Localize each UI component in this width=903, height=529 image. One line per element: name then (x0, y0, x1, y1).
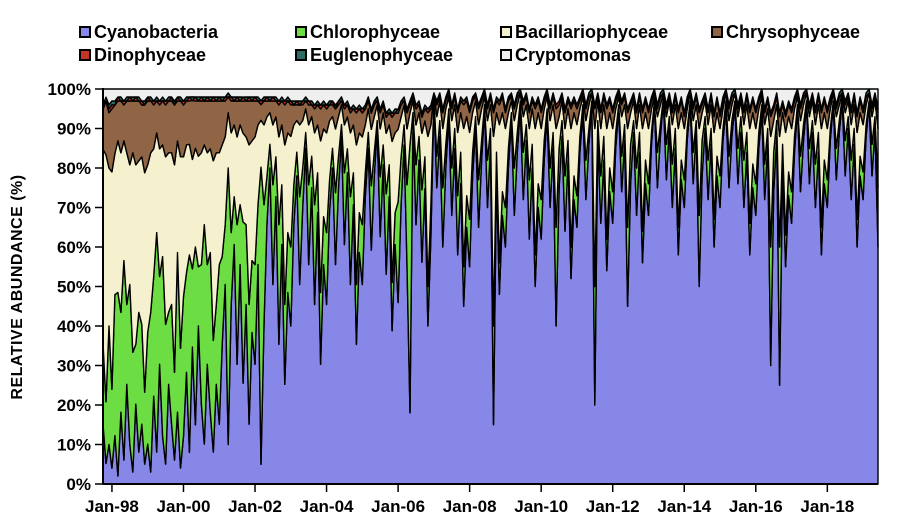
bacillariophyceae-swatch-icon (500, 26, 512, 38)
x-tick-label: Jan-12 (586, 497, 640, 516)
plot-area (102, 88, 879, 485)
y-tick-label: 0% (66, 475, 91, 494)
legend-item-cryptomonas: Cryptomonas (500, 44, 632, 65)
legend-item-euglenophyceae: Euglenophyceae (295, 44, 454, 65)
x-tick-label: Jan-04 (300, 497, 354, 516)
series-cryptomonas (102, 88, 879, 114)
legend-label: Cryptomonas (515, 44, 632, 65)
legend-label: Chrysophyceae (726, 21, 861, 42)
legend-label: Cyanobacteria (94, 21, 219, 42)
legend-label: Bacillariophyceae (515, 21, 669, 42)
legend-label: Euglenophyceae (310, 44, 454, 65)
legend-item-dinophyceae: Dinophyceae (79, 44, 207, 65)
y-tick-label: 50% (57, 278, 91, 297)
legend-item-chlorophyceae: Chlorophyceae (295, 21, 441, 42)
x-tick-label: Jan-98 (85, 497, 139, 516)
x-tick-label: Jan-18 (800, 497, 854, 516)
x-tick-label: Jan-10 (514, 497, 568, 516)
chrysophyceae-swatch-icon (711, 26, 723, 38)
y-tick-label: 70% (57, 199, 91, 218)
chlorophyceae-swatch-icon (295, 26, 307, 38)
euglenophyceae-swatch-icon (295, 49, 307, 61)
y-tick-label: 10% (57, 436, 91, 455)
x-tick-label: Jan-00 (157, 497, 211, 516)
legend-label: Dinophyceae (94, 44, 207, 65)
axes: 0% 10% 20% 30% 40% 50% 60% 70% 80% 90% 100% Jan-98 J… (48, 80, 878, 516)
legend-label: Chlorophyceae (310, 21, 441, 42)
y-tick-label: 20% (57, 396, 91, 415)
y-tick-label: 80% (57, 159, 91, 178)
y-tick-label: 90% (57, 120, 91, 139)
y-tick-label: 30% (57, 357, 91, 376)
cryptomonas-swatch-icon (500, 49, 512, 61)
legend-item-bacillariophyceae: Bacillariophyceae (500, 21, 669, 42)
x-tick-label: Jan-08 (443, 497, 497, 516)
x-tick-label: Jan-14 (657, 497, 711, 516)
y-axis-title: RELATIVE ABUNDANCE (%) (9, 174, 26, 399)
x-tick-label: Jan-16 (729, 497, 783, 516)
legend-item-chrysophyceae: Chrysophyceae (711, 21, 861, 42)
y-tick-label: 60% (57, 238, 91, 257)
legend-item-cyanobacteria: Cyanobacteria (79, 21, 219, 42)
cyanobacteria-swatch-icon (79, 26, 91, 38)
y-tick-label: 40% (57, 317, 91, 336)
dinophyceae-swatch-icon (79, 49, 91, 61)
x-tick-label: Jan-06 (371, 497, 425, 516)
x-tick-label: Jan-02 (228, 497, 282, 516)
y-tick-label: 100% (48, 80, 91, 99)
